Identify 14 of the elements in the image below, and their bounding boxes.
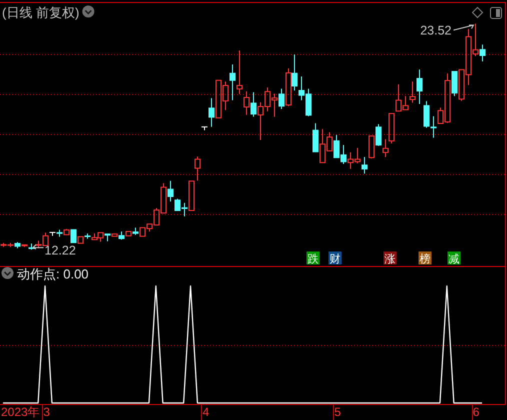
x-tick-label: 6	[472, 405, 480, 419]
tag: 减	[448, 252, 460, 266]
annotation: 12.22	[44, 244, 76, 258]
xlabel: 2023年	[1, 405, 40, 419]
x-tick-label: 3	[43, 405, 50, 419]
title: (日线 前复权)	[2, 5, 80, 20]
x-tick-label: 4	[202, 405, 210, 419]
x-tick-label: 5	[334, 405, 341, 419]
tag: 涨	[384, 252, 396, 266]
annotation: 23.52	[420, 24, 452, 38]
title: 动作点: 0.00	[17, 266, 89, 282]
tag: 跌	[306, 252, 320, 266]
tag: 财	[328, 252, 342, 266]
tag: 榜	[418, 252, 432, 266]
